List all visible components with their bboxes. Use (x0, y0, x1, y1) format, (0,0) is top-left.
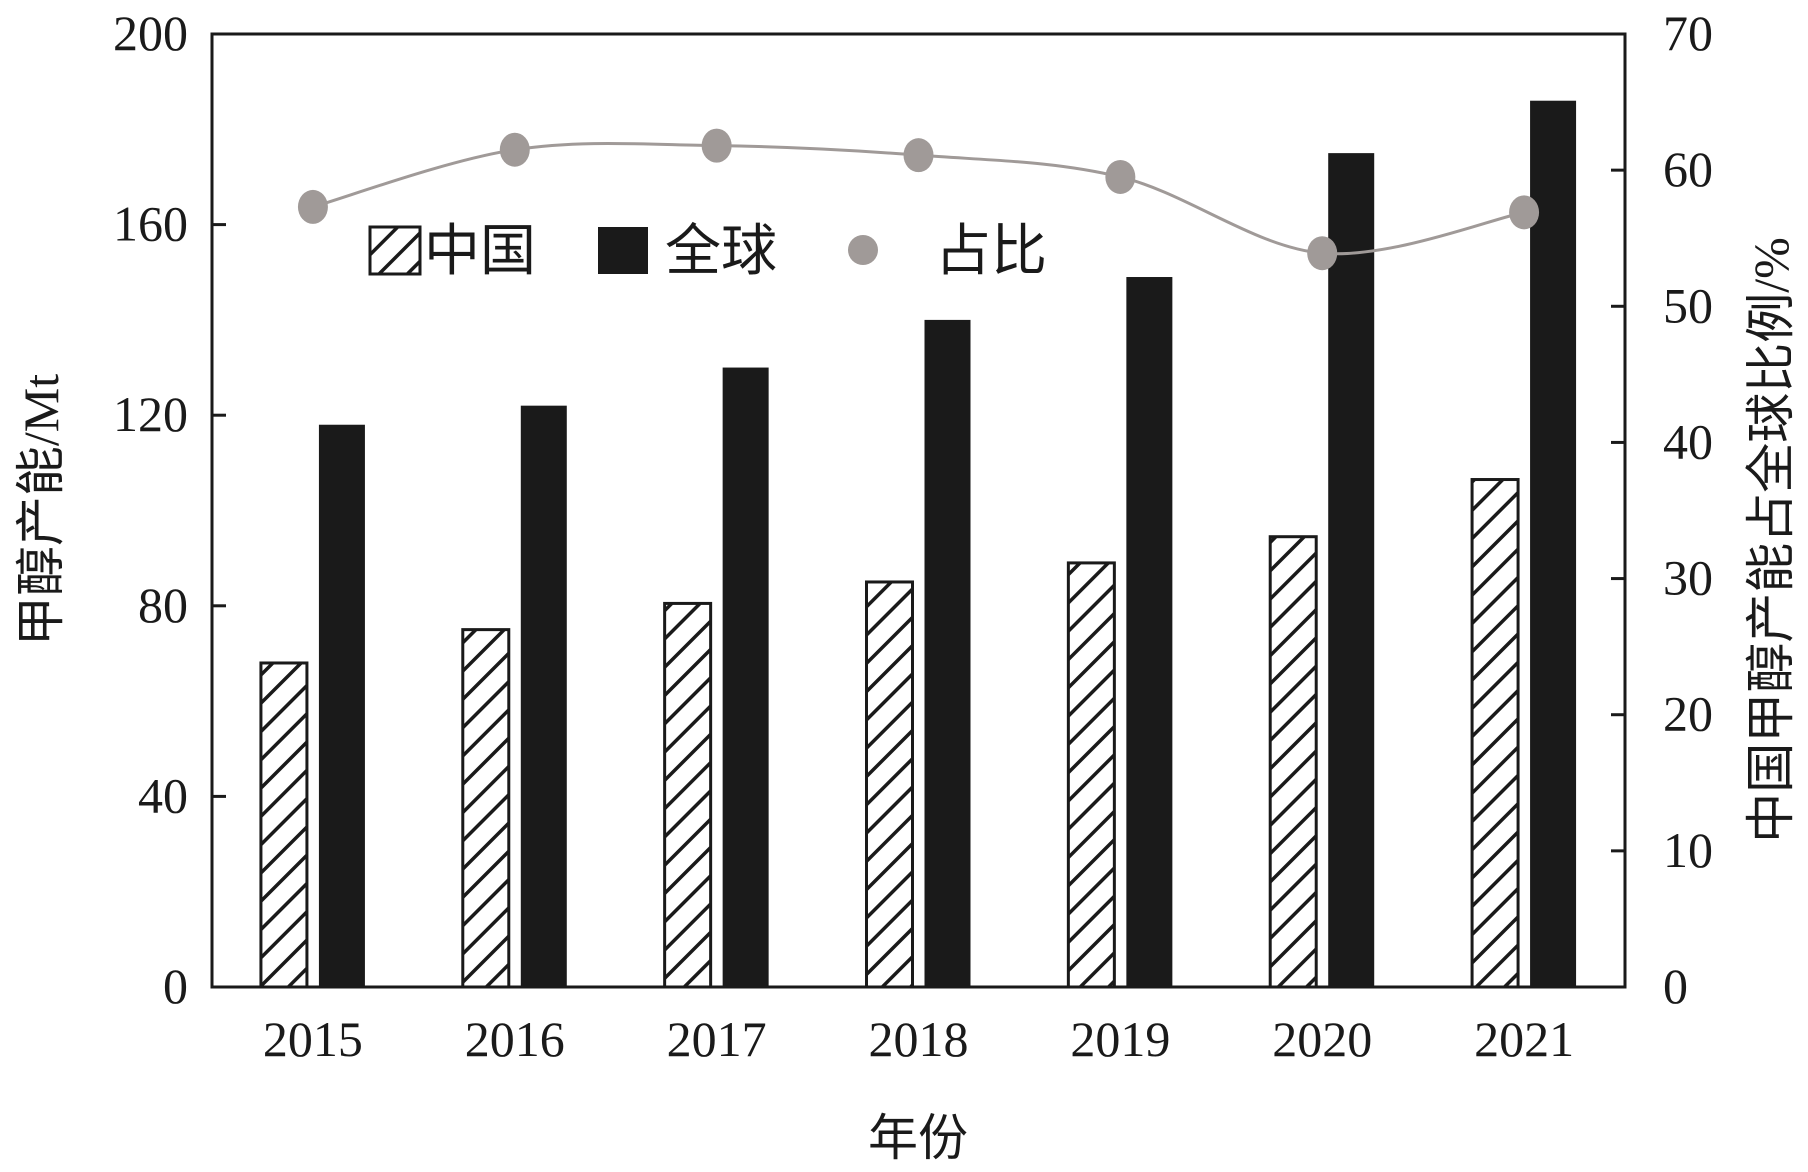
right-axis-ticks: 0 10 20 30 40 50 60 70 (1611, 5, 1713, 1014)
bar-global-2021 (1530, 100, 1577, 987)
x-axis-ticks: 2015 2016 2017 2018 2019 2020 2021 (263, 1011, 1574, 1067)
left-axis-ticks: 0 40 80 120 160 200 (113, 5, 226, 1014)
x-tick-label: 2016 (465, 1011, 565, 1067)
left-axis-title: 甲醇产能/Mt (13, 374, 69, 646)
x-axis-title: 年份 (868, 1110, 968, 1166)
bar-global-2019 (1126, 277, 1173, 987)
right-tick-label: 50 (1663, 277, 1713, 333)
share-point-2018 (903, 138, 934, 173)
share-point-2017 (701, 128, 732, 163)
legend-swatch-global (598, 227, 648, 274)
right-tick-label: 60 (1663, 141, 1713, 197)
right-tick-label: 20 (1663, 686, 1713, 742)
x-tick-label: 2020 (1272, 1011, 1372, 1067)
left-tick-label: 40 (138, 767, 188, 823)
bar-global-2017 (722, 367, 769, 987)
legend-marker-share (848, 235, 878, 265)
bar-global-2020 (1328, 153, 1375, 987)
share-point-2020 (1307, 236, 1338, 271)
left-tick-label: 160 (113, 196, 188, 252)
bar-global-2016 (520, 405, 567, 987)
right-tick-label: 70 (1663, 5, 1713, 61)
bar-china-2020 (1268, 535, 1318, 989)
share-point-2021 (1509, 195, 1540, 230)
legend-label-share: 占比 (935, 221, 1047, 283)
x-tick-label: 2015 (263, 1011, 363, 1067)
right-axis-title: 中国甲醇产能占全球比例/% (1743, 237, 1799, 843)
bar-china-2019 (1066, 561, 1116, 989)
legend-swatch-china (368, 225, 422, 276)
x-tick-label: 2018 (869, 1011, 969, 1067)
bar-china-2015 (259, 661, 309, 989)
right-tick-label: 0 (1663, 958, 1688, 1014)
plot-frame (210, 32, 1627, 989)
bars-layer (259, 100, 1577, 989)
left-tick-label: 200 (113, 5, 188, 61)
bar-global-2015 (318, 424, 365, 988)
bar-china-2018 (865, 580, 914, 989)
right-tick-label: 40 (1663, 413, 1713, 469)
left-tick-label: 120 (113, 386, 188, 442)
x-tick-label: 2017 (667, 1011, 767, 1067)
share-point-2019 (1105, 159, 1136, 194)
right-tick-label: 30 (1663, 550, 1713, 606)
share-line-layer (297, 128, 1540, 271)
bar-china-2021 (1470, 478, 1520, 989)
x-tick-label: 2021 (1474, 1011, 1574, 1067)
legend-label-global: 全球 (665, 221, 777, 283)
bar-china-2016 (461, 628, 511, 989)
share-point-2015 (297, 189, 328, 224)
bar-china-2017 (663, 601, 713, 989)
left-tick-label: 80 (138, 577, 188, 633)
right-tick-label: 10 (1663, 822, 1713, 878)
bar-global-2018 (924, 319, 971, 987)
share-point-2016 (499, 132, 530, 167)
x-tick-label: 2019 (1070, 1011, 1170, 1067)
left-tick-label: 0 (163, 958, 188, 1014)
legend: 中国 全球 占比 (368, 221, 1047, 283)
legend-label-china: 中国 (424, 221, 536, 283)
